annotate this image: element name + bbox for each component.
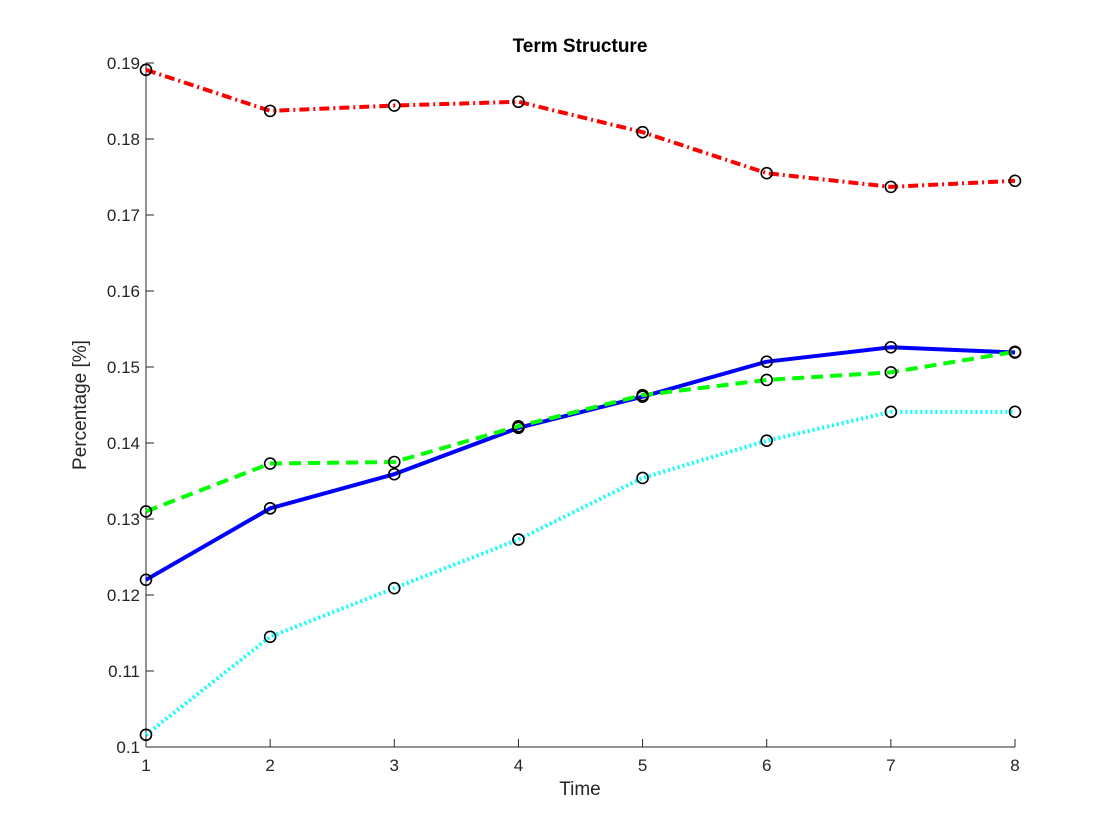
- chart-title: Term Structure: [513, 36, 648, 57]
- x-tick-label: 2: [265, 756, 274, 775]
- x-tick-label: 6: [762, 756, 771, 775]
- data-point-4: [1008, 405, 1022, 419]
- data-point-2: [387, 467, 401, 481]
- data-point-3: [884, 366, 898, 379]
- data-point-3: [263, 457, 277, 470]
- y-tick-label: 0.18: [107, 130, 140, 149]
- x-tick-label: 1: [141, 756, 150, 775]
- x-tick-label: 8: [1010, 756, 1019, 775]
- data-point-1: [636, 125, 649, 139]
- data-point-1: [139, 63, 153, 77]
- y-tick-label: 0.16: [107, 282, 140, 301]
- data-point-2: [263, 502, 277, 515]
- x-tick-label: 4: [514, 756, 523, 775]
- data-point-4: [884, 405, 898, 419]
- data-point-3: [1008, 345, 1022, 359]
- data-point-4: [512, 533, 525, 546]
- x-tick-label: 3: [390, 756, 399, 775]
- data-point-4: [760, 434, 774, 448]
- data-point-1: [512, 95, 525, 109]
- data-point-2: [884, 340, 898, 354]
- data-point-4: [139, 728, 153, 742]
- plot-area: 1 2 3 4 5 6 7 8 0.1 0.11 0.12 0.13 0.14 0.15 0.16 0.17 0…: [107, 54, 1022, 775]
- data-point-1: [760, 166, 774, 180]
- y-tick-label: 0.14: [107, 434, 140, 453]
- data-point-3: [636, 388, 649, 402]
- x-tick-label: 5: [638, 756, 647, 775]
- y-tick-label: 0.19: [107, 54, 140, 73]
- y-tick-label: 0.13: [107, 510, 140, 529]
- data-point-3: [760, 373, 774, 387]
- data-point-2: [760, 355, 774, 368]
- data-point-3: [139, 505, 153, 518]
- data-point-3: [512, 419, 525, 433]
- x-tick-label: 7: [886, 756, 895, 775]
- y-tick-label: 0.12: [107, 586, 140, 605]
- data-point-4: [387, 581, 401, 595]
- y-axis-label: Percentage [%]: [70, 340, 91, 470]
- y-tick-label: 0.15: [107, 358, 140, 377]
- series-line-3: [145, 349, 1016, 514]
- data-point-1: [263, 104, 277, 118]
- y-tick-label: 0.11: [108, 662, 140, 681]
- data-point-3: [387, 455, 401, 469]
- data-point-1: [1008, 174, 1022, 188]
- series-line-2: [145, 345, 1016, 582]
- y-tick-label: 0.17: [107, 206, 140, 225]
- y-tick-label: 0.1: [116, 738, 140, 757]
- data-point-4: [636, 471, 649, 485]
- data-point-2: [139, 573, 153, 587]
- series-line-4: [144, 409, 1015, 737]
- series-line-1: [145, 67, 1016, 189]
- data-point-1: [884, 180, 898, 194]
- x-axis-label: Time: [559, 779, 601, 800]
- data-point-1: [387, 99, 401, 112]
- data-point-4: [263, 630, 277, 644]
